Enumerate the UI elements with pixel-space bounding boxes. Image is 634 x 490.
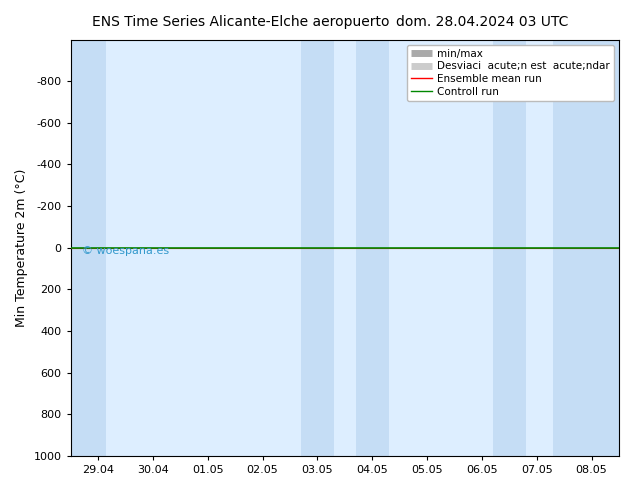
Text: © woespana.es: © woespana.es bbox=[82, 246, 169, 256]
Legend: min/max, Desviaci  acute;n est  acute;ndar, Ensemble mean run, Controll run: min/max, Desviaci acute;n est acute;ndar… bbox=[406, 45, 614, 101]
Bar bbox=[553, 40, 619, 456]
Text: dom. 28.04.2024 03 UTC: dom. 28.04.2024 03 UTC bbox=[396, 15, 568, 29]
Text: ENS Time Series Alicante-Elche aeropuerto: ENS Time Series Alicante-Elche aeropuert… bbox=[92, 15, 390, 29]
Bar bbox=[70, 40, 107, 456]
Bar bbox=[493, 40, 526, 456]
Bar bbox=[356, 40, 389, 456]
Y-axis label: Min Temperature 2m (°C): Min Temperature 2m (°C) bbox=[15, 169, 28, 327]
Bar bbox=[301, 40, 334, 456]
